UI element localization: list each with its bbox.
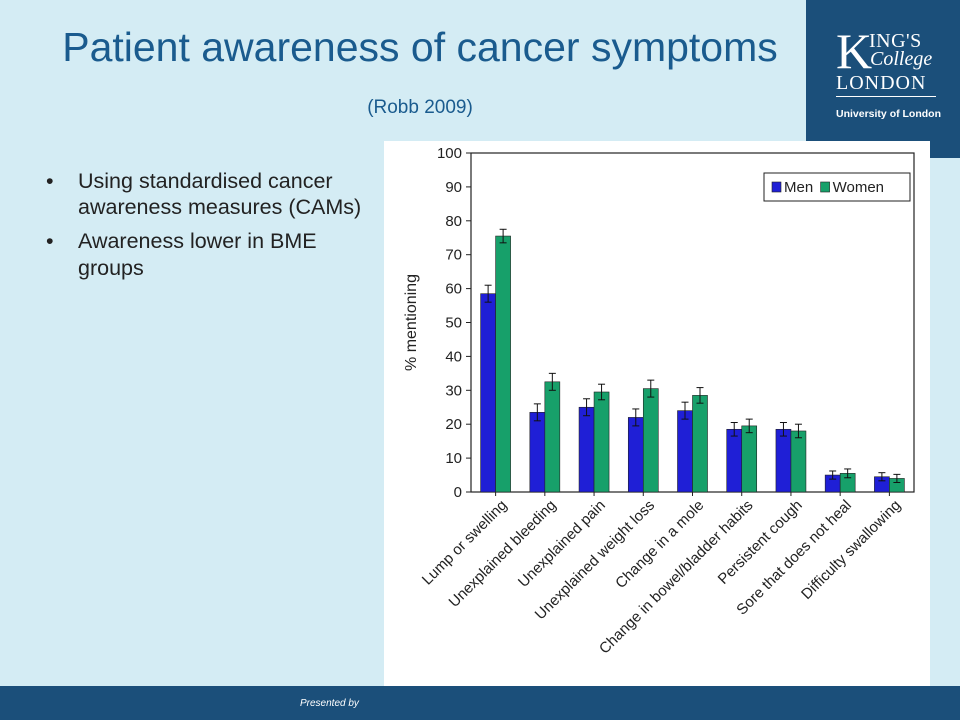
legend-swatch-women [820,181,830,193]
y-tick-label: 70 [445,247,462,264]
legend-label-women: Women [833,179,884,196]
bar-men [578,406,595,493]
footer-bar: Presented by [0,686,960,720]
bar-men [480,293,496,493]
kings-college-logo: K ING'S College LONDON University of Lon… [806,0,960,158]
y-tick-label: 80 [445,213,462,230]
y-tick-label: 30 [445,382,462,399]
logo-university: University of London [836,108,941,120]
x-tick-label: Lump or swelling [419,497,511,589]
logo-ings: ING'S [869,30,922,52]
slide-title: Patient awareness of cancer symptoms (Ro… [40,22,800,125]
legend-swatch-men [771,181,782,193]
bar-chart-panel: 0 10 20 30 40 50 60 70 80 90 100 % mentioning Lump o… [384,141,930,687]
bar-women [692,395,708,493]
title-main: Patient awareness of cancer symptoms [62,24,778,70]
bar-women [593,391,610,493]
bar-men [726,428,743,493]
y-axis-label: % mentioning [403,274,420,371]
bar-men [775,428,792,493]
y-tick-label: 60 [445,281,462,298]
bar-men [627,417,644,493]
logo-london: LONDON [836,72,927,94]
footer-presented-by: Presented by [300,698,359,709]
logo-k: K [836,23,873,79]
y-tick-label: 0 [454,484,462,501]
logo-divider [836,96,936,97]
y-tick-label: 40 [445,348,462,365]
bar-chart: 0 10 20 30 40 50 60 70 80 90 100 % mentioning Lump o… [403,145,915,657]
y-tick-label: 20 [445,416,462,433]
bullet-item: Using standardised cancer awareness meas… [46,168,386,220]
y-tick-label: 10 [445,450,462,467]
x-tick-label: Persistent cough [715,497,806,588]
bar-men [529,412,546,493]
bar-men [677,410,693,493]
bar-women [790,430,807,493]
x-tick-label: Difficulty swallowing [798,497,904,603]
logo-college: College [870,48,933,70]
x-tick-label: Unexplained pain [515,497,609,591]
bar-women [741,425,758,493]
y-tick-label: 90 [445,179,462,196]
bullet-item: Awareness lower in BME groups [46,228,386,280]
bar-women [495,235,511,493]
y-tick-label: 100 [437,145,462,162]
y-tick-label: 50 [445,315,462,332]
x-tick-label: Change in a mole [612,497,707,592]
bullet-list: Using standardised cancer awareness meas… [46,168,386,289]
legend-label-men: Men [784,179,813,196]
bar-women [642,388,659,493]
legend-box [763,172,911,202]
bar-women [544,381,561,493]
title-citation: (Robb 2009) [367,96,473,118]
